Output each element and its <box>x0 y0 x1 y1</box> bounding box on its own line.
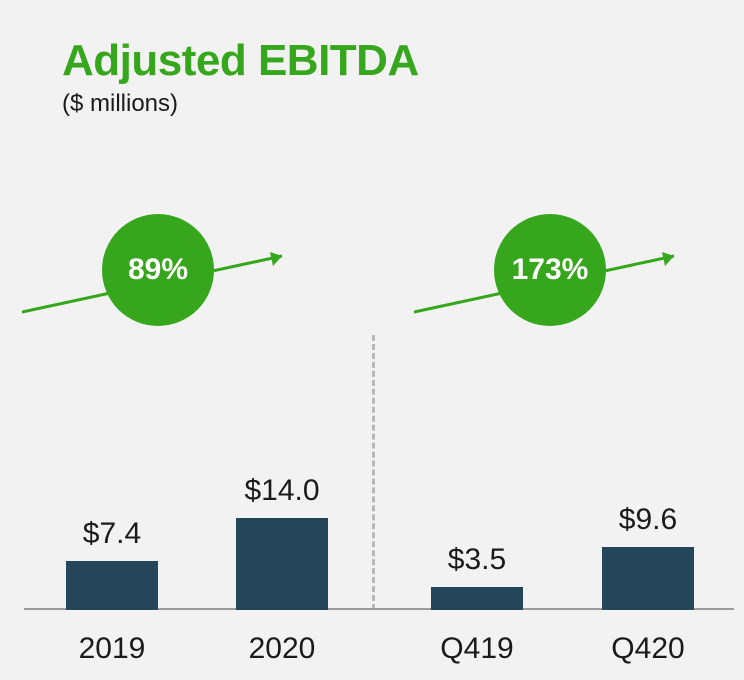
chart-subtitle: ($ millions) <box>62 90 744 118</box>
chart-title: Adjusted EBITDA <box>62 36 744 86</box>
bar-value-label: $3.5 <box>448 543 506 577</box>
bar-2020: $14.0 2020 <box>236 518 328 610</box>
growth-badge-value: 173% <box>494 214 606 326</box>
growth-badge-quarterly: 173% <box>494 214 606 326</box>
bar-2019: $7.4 2019 <box>66 561 158 610</box>
chart-header: Adjusted EBITDA ($ millions) <box>0 0 744 118</box>
bar-value-label: $9.6 <box>619 503 677 537</box>
bar-category-label: 2020 <box>249 632 316 666</box>
bar-value-label: $7.4 <box>83 517 141 551</box>
bar-category-label: 2019 <box>79 632 146 666</box>
bar-category-label: Q420 <box>611 632 684 666</box>
bar-category-label: Q419 <box>440 632 513 666</box>
growth-badge-value: 89% <box>102 214 214 326</box>
bar-value-label: $14.0 <box>244 474 319 508</box>
growth-badge-annual: 89% <box>102 214 214 326</box>
bars-region: $7.4 2019 $14.0 2020 $3.5 Q419 $9.6 Q420 <box>24 410 734 610</box>
chart-area: 89% 173% $7.4 2019 $14.0 2020 $3.5 Q419 … <box>0 180 744 680</box>
bar-q420: $9.6 Q420 <box>602 547 694 610</box>
bar-q419: $3.5 Q419 <box>431 587 523 610</box>
